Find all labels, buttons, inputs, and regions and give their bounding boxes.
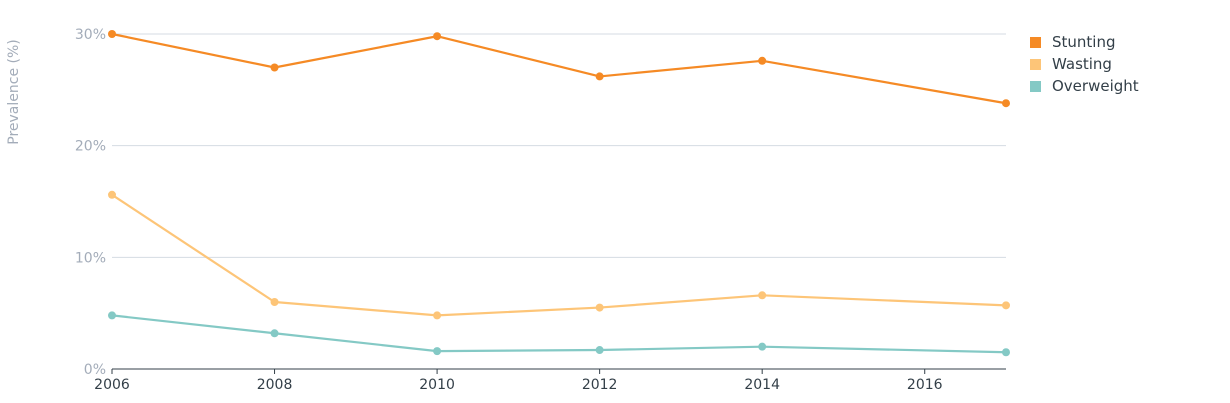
legend-item-wasting[interactable]: Wasting bbox=[1030, 55, 1112, 73]
y-tick-label: 0% bbox=[84, 362, 106, 378]
series-wasting bbox=[108, 190, 1010, 320]
data-point[interactable] bbox=[270, 63, 279, 72]
y-tick-label: 10% bbox=[75, 250, 106, 266]
legend-label: Stunting bbox=[1052, 33, 1116, 51]
data-point[interactable] bbox=[270, 329, 279, 338]
series-overweight bbox=[108, 311, 1010, 357]
x-tick-label: 2016 bbox=[907, 377, 943, 393]
series-line bbox=[110, 193, 1008, 317]
legend-swatch bbox=[1030, 81, 1041, 92]
x-axis-ticks: 2006 2008 2010 2012 2014 2016 bbox=[94, 369, 943, 393]
data-point[interactable] bbox=[595, 346, 604, 355]
y-axis-label: Prevalence (%) bbox=[6, 39, 22, 145]
legend-swatch bbox=[1030, 59, 1041, 70]
data-point[interactable] bbox=[433, 32, 442, 41]
data-point[interactable] bbox=[108, 190, 116, 199]
data-point[interactable] bbox=[758, 291, 767, 300]
data-point[interactable] bbox=[433, 311, 442, 320]
series-line bbox=[110, 32, 1008, 105]
data-point[interactable] bbox=[1002, 301, 1010, 310]
legend-item-stunting[interactable]: Stunting bbox=[1030, 33, 1116, 51]
x-tick-label: 2006 bbox=[94, 377, 130, 393]
legend-swatch bbox=[1030, 37, 1041, 48]
data-point[interactable] bbox=[758, 342, 767, 351]
data-point[interactable] bbox=[1002, 348, 1010, 357]
series-line bbox=[110, 314, 1008, 354]
x-tick-label: 2014 bbox=[744, 377, 780, 393]
legend-item-overweight[interactable]: Overweight bbox=[1030, 77, 1139, 95]
data-point[interactable] bbox=[595, 303, 604, 312]
series-lines bbox=[108, 30, 1010, 357]
series-stunting bbox=[108, 30, 1010, 108]
data-point[interactable] bbox=[270, 298, 279, 306]
legend-label: Wasting bbox=[1052, 55, 1112, 73]
x-tick-label: 2008 bbox=[257, 377, 293, 393]
x-tick-label: 2010 bbox=[419, 377, 455, 393]
data-point[interactable] bbox=[108, 311, 116, 320]
legend-label: Overweight bbox=[1052, 77, 1139, 95]
data-point[interactable] bbox=[1002, 99, 1010, 108]
y-tick-label: 30% bbox=[75, 27, 106, 43]
legend: Stunting Wasting Overweight bbox=[1030, 33, 1139, 95]
data-point[interactable] bbox=[595, 72, 604, 81]
data-point[interactable] bbox=[758, 56, 767, 65]
data-point[interactable] bbox=[108, 30, 116, 38]
grid-lines bbox=[112, 33, 1006, 370]
x-tick-label: 2012 bbox=[582, 377, 618, 393]
y-axis-ticks: 0% 10% 20% 30% bbox=[75, 27, 106, 378]
data-point[interactable] bbox=[433, 347, 442, 356]
y-tick-label: 20% bbox=[75, 139, 106, 155]
